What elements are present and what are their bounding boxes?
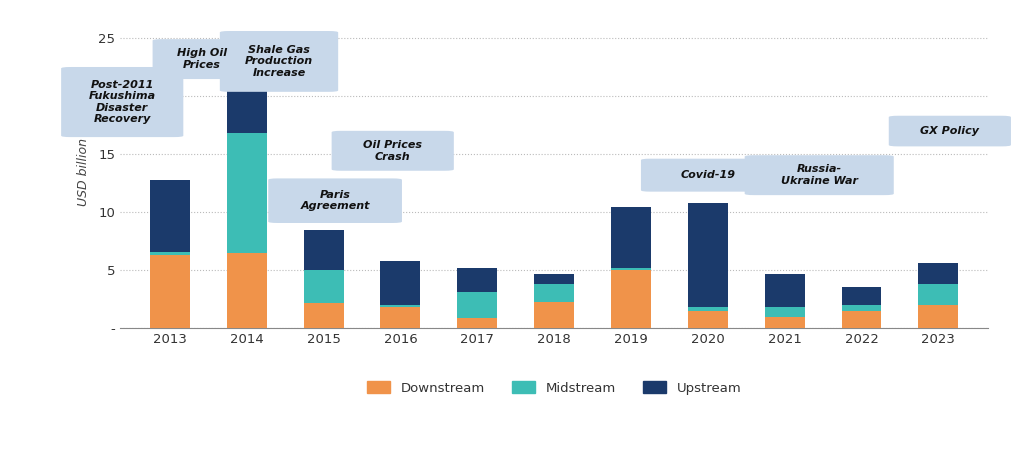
FancyBboxPatch shape [889, 116, 1011, 147]
Bar [226, 133, 266, 253]
FancyBboxPatch shape [268, 178, 402, 223]
Bar [611, 270, 651, 328]
Text: Paris
Agreement: Paris Agreement [300, 190, 370, 211]
Bar [688, 203, 728, 307]
Bar [611, 268, 651, 270]
Text: Oil Prices
Crash: Oil Prices Crash [364, 140, 422, 161]
Bar [150, 252, 189, 255]
Text: High Oil
Prices: High Oil Prices [177, 48, 227, 70]
Bar [381, 307, 421, 328]
Bar [842, 311, 882, 328]
FancyBboxPatch shape [641, 159, 774, 192]
Bar [765, 274, 805, 307]
Bar [919, 263, 958, 284]
Bar [458, 292, 498, 318]
Bar [535, 274, 574, 284]
Bar [303, 303, 343, 328]
Text: Covid-19: Covid-19 [680, 170, 735, 180]
Legend: Downstream, Midstream, Upstream: Downstream, Midstream, Upstream [361, 376, 746, 400]
Bar [765, 317, 805, 328]
FancyBboxPatch shape [220, 31, 338, 92]
Text: Post-2011
Fukushima
Disaster
Recovery: Post-2011 Fukushima Disaster Recovery [89, 79, 156, 124]
Bar [688, 311, 728, 328]
Bar [381, 261, 421, 305]
Bar [765, 307, 805, 317]
FancyBboxPatch shape [61, 67, 183, 137]
Bar [919, 284, 958, 305]
Text: Russia-
Ukraine War: Russia- Ukraine War [780, 164, 858, 186]
Bar [611, 207, 651, 268]
FancyBboxPatch shape [332, 131, 454, 171]
Y-axis label: USD billion: USD billion [77, 138, 90, 206]
Bar [842, 305, 882, 311]
Text: GX Policy: GX Policy [921, 126, 979, 136]
FancyBboxPatch shape [744, 155, 894, 195]
Bar [535, 284, 574, 302]
Bar [226, 79, 266, 133]
Bar [150, 255, 189, 328]
Bar [458, 318, 498, 328]
Bar [458, 268, 498, 292]
Bar [688, 307, 728, 311]
Bar [303, 270, 343, 303]
Bar [150, 180, 189, 252]
Bar [226, 253, 266, 328]
Text: Shale Gas
Production
Increase: Shale Gas Production Increase [245, 45, 313, 78]
Bar [303, 230, 343, 270]
Bar [842, 287, 882, 305]
FancyBboxPatch shape [153, 39, 252, 79]
Bar [919, 305, 958, 328]
Bar [381, 305, 421, 307]
Bar [535, 302, 574, 328]
